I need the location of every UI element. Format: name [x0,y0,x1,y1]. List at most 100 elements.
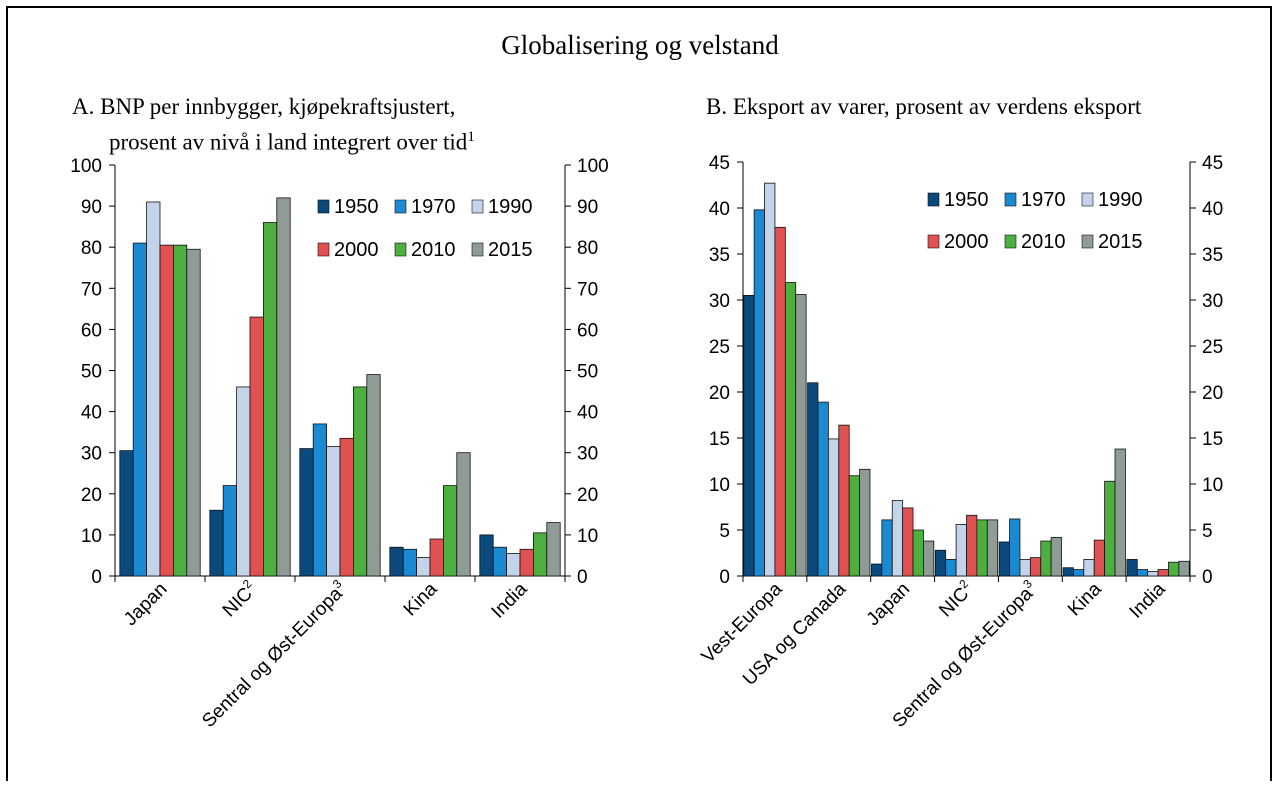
bar-1990-2 [891,500,904,577]
bar-1970-2 [881,519,893,577]
bar-2015-0 [795,294,807,577]
y-tick-label-right: 45 [1202,153,1223,174]
bar-1990-0 [764,182,776,577]
bar-2010-1 [848,475,860,577]
panel-a-title: A. BNP per innbygger, kjøpekraftsjustert… [72,91,475,158]
legend-label-2000: 2000 [944,231,989,253]
category-label-text: Kina [1064,578,1106,620]
y-tick-label-right: 60 [577,320,598,341]
y-tick-label-right: 10 [577,526,598,547]
legend-label-1950: 1950 [334,196,379,218]
legend-swatch-2010 [394,242,407,257]
y-tick-label-left: 20 [709,383,730,404]
category-label: Kina [1064,578,1106,620]
y-tick-label-left: 100 [70,156,102,177]
panel-a-title-line1: A. BNP per innbygger, kjøpekraftsjustert… [72,94,456,119]
y-tick-label-right: 40 [1202,199,1223,220]
bar-1970-3 [402,548,418,577]
legend-swatch-2000 [927,234,940,249]
bar-1950-6 [1126,559,1138,577]
y-tick-label-left: 90 [81,197,102,218]
bar-1970-5 [1073,569,1085,577]
bar-1990-3 [955,524,967,577]
y-tick-label-right: 20 [1202,383,1223,404]
y-tick-label-left: 15 [709,429,730,450]
panel-b-title: B. Eksport av varer, prosent av verdens … [706,91,1141,122]
category-label: NIC2 [933,576,978,621]
panel-a-title-line2-text: prosent av nivå i land integrert over ti… [109,129,468,155]
legend-label-2000: 2000 [334,239,379,261]
bar-1990-1 [827,438,840,577]
y-tick-label-right: 0 [577,567,588,588]
category-label: NIC2 [217,576,262,621]
category-label: Japan [120,579,171,630]
category-label: India [488,578,532,622]
y-tick-label-right: 30 [577,444,598,465]
legend-swatch-2015 [471,242,484,257]
bar-1990-4 [1019,559,1031,577]
category-label-text: Japan [120,579,171,630]
bar-2015-1 [276,197,291,577]
y-tick-label-right: 10 [1202,475,1223,496]
bar-1970-4 [492,546,508,577]
bar-2000-2 [902,507,914,577]
bar-1970-0 [132,242,147,577]
y-tick-label-left: 30 [709,291,730,312]
bar-2015-1 [859,468,871,577]
bar-2000-4 [519,548,534,577]
bar-1970-3 [945,559,957,577]
legend-swatch-1970 [394,199,407,214]
y-tick-label-right: 80 [577,238,598,259]
bar-1970-6 [1136,569,1149,577]
category-label: Kina [400,578,442,620]
legend-label-2015: 2015 [488,239,533,261]
y-tick-label-right: 15 [1202,429,1223,450]
y-tick-label-left: 0 [719,567,730,588]
y-tick-label-right: 25 [1202,337,1223,358]
y-tick-label-left: 20 [81,485,102,506]
bar-2015-3 [456,452,471,577]
bar-2015-2 [923,540,935,577]
bar-1990-6 [1147,571,1159,577]
bar-2000-0 [774,226,786,577]
bar-2015-5 [1114,448,1126,577]
legend-swatch-2015 [1081,234,1094,249]
bar-1990-4 [506,552,521,577]
bar-2010-5 [1104,480,1116,577]
bar-2000-0 [159,244,174,577]
bar-2000-3 [429,538,444,577]
bar-2015-6 [1178,560,1190,577]
legend-label-1970: 1970 [1021,189,1066,211]
legend-label-1990: 1990 [488,196,533,218]
y-tick-label-left: 0 [91,567,102,588]
legend-label-2010: 2010 [411,239,456,261]
y-tick-label-right: 30 [1202,291,1223,312]
bar-1950-0 [743,294,755,577]
bar-2010-1 [262,222,278,577]
bar-1950-2 [871,563,883,577]
bar-2015-2 [366,374,381,577]
bar-2000-1 [838,424,850,577]
bar-2010-4 [1040,540,1052,577]
category-label-text: Japan [863,579,914,630]
y-tick-label-left: 35 [709,245,730,266]
y-tick-label-left: 30 [81,444,102,465]
bar-2010-2 [912,529,924,577]
y-tick-label-left: 80 [81,238,102,259]
bar-2015-4 [1050,536,1062,577]
y-tick-label-left: 60 [81,320,102,341]
bar-1950-1 [209,509,224,577]
legend-label-1990: 1990 [1098,189,1143,211]
legend-label-1970: 1970 [411,196,456,218]
bar-2010-6 [1168,561,1180,577]
y-tick-label-left: 10 [81,526,102,547]
category-label: Sentral og Øst-Europa3 [196,576,352,732]
y-tick-label-right: 100 [577,156,609,177]
y-tick-label-right: 40 [577,403,598,424]
bar-2000-2 [339,437,354,577]
panel-a-title-line2: prosent av nivå i land integrert over ti… [72,122,475,158]
bar-2000-3 [966,514,978,577]
y-tick-label-left: 45 [709,153,730,174]
bar-2010-0 [784,282,797,577]
